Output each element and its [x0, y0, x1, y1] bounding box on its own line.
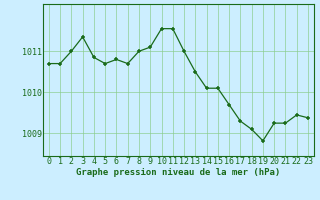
X-axis label: Graphe pression niveau de la mer (hPa): Graphe pression niveau de la mer (hPa)	[76, 168, 281, 177]
